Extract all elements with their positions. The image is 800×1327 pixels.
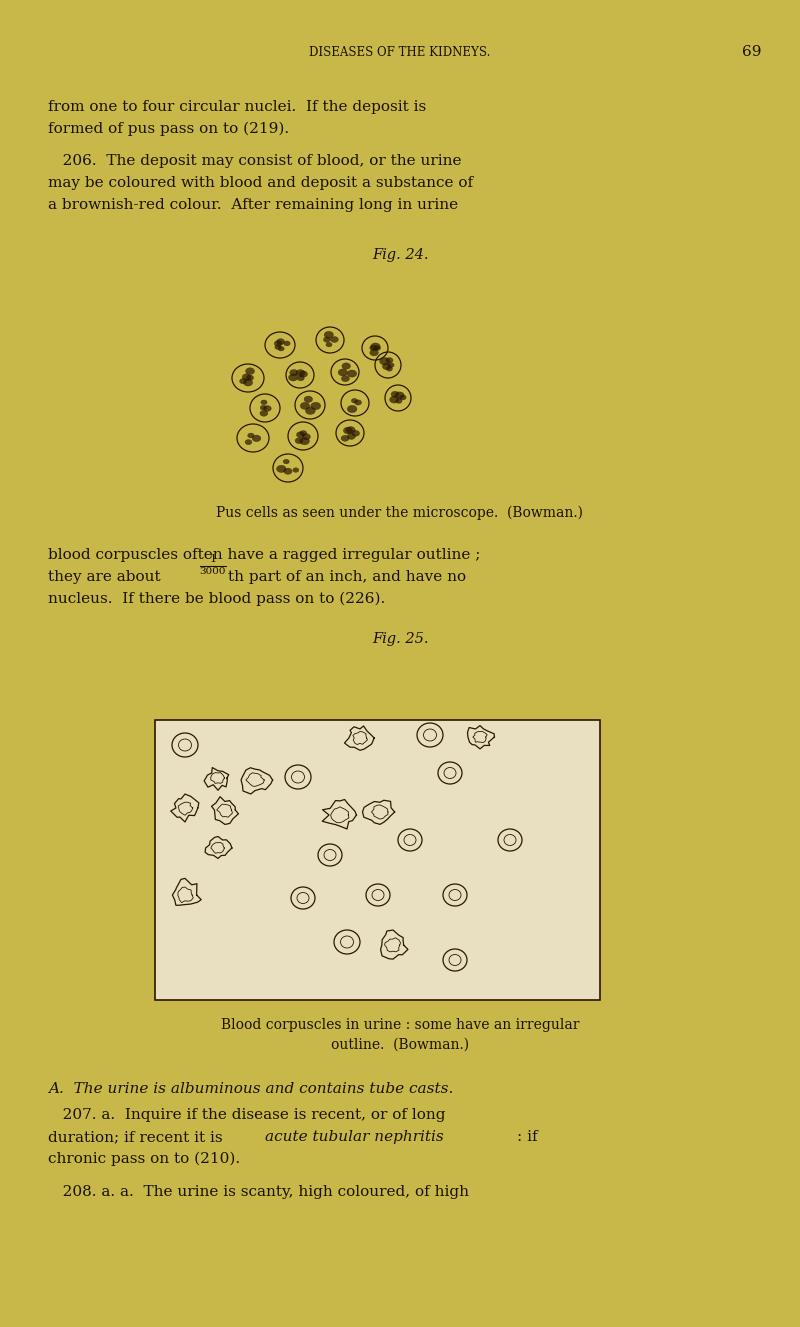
Ellipse shape xyxy=(243,380,253,386)
Text: a brownish-red colour.  After remaining long in urine: a brownish-red colour. After remaining l… xyxy=(48,198,458,212)
Ellipse shape xyxy=(300,430,306,435)
Ellipse shape xyxy=(296,370,305,377)
Text: 208. a. a.  The urine is scanty, high coloured, of high: 208. a. a. The urine is scanty, high col… xyxy=(48,1185,469,1200)
Ellipse shape xyxy=(330,337,338,342)
Ellipse shape xyxy=(338,369,347,376)
Ellipse shape xyxy=(246,368,254,374)
Ellipse shape xyxy=(240,378,246,384)
Ellipse shape xyxy=(342,376,350,382)
Text: 3000: 3000 xyxy=(200,567,226,576)
Ellipse shape xyxy=(390,397,399,403)
Ellipse shape xyxy=(248,433,254,438)
Text: A.  The urine is albuminous and contains tube casts.: A. The urine is albuminous and contains … xyxy=(48,1082,454,1096)
Ellipse shape xyxy=(297,431,305,438)
Text: nucleus.  If there be blood pass on to (226).: nucleus. If there be blood pass on to (2… xyxy=(48,592,386,606)
Ellipse shape xyxy=(352,430,359,437)
Ellipse shape xyxy=(310,402,321,410)
Ellipse shape xyxy=(324,332,334,338)
Text: th part of an inch, and have no: th part of an inch, and have no xyxy=(228,571,466,584)
Ellipse shape xyxy=(354,399,362,405)
Ellipse shape xyxy=(380,357,390,365)
Text: 206.  The deposit may consist of blood, or the urine: 206. The deposit may consist of blood, o… xyxy=(48,154,462,169)
Text: Fig. 24.: Fig. 24. xyxy=(372,248,428,261)
Text: from one to four circular nuclei.  If the deposit is: from one to four circular nuclei. If the… xyxy=(48,100,426,114)
Ellipse shape xyxy=(347,405,357,413)
Ellipse shape xyxy=(298,376,304,381)
Ellipse shape xyxy=(370,342,380,350)
Ellipse shape xyxy=(370,349,378,356)
Ellipse shape xyxy=(290,369,298,376)
Ellipse shape xyxy=(246,376,254,381)
Ellipse shape xyxy=(261,399,267,405)
Text: Fig. 25.: Fig. 25. xyxy=(372,632,428,646)
Ellipse shape xyxy=(278,346,284,352)
Text: Pus cells as seen under the microscope.  (Bowman.): Pus cells as seen under the microscope. … xyxy=(217,506,583,520)
Ellipse shape xyxy=(300,438,310,445)
Ellipse shape xyxy=(304,395,313,402)
Ellipse shape xyxy=(391,391,399,397)
Ellipse shape xyxy=(386,357,393,364)
Ellipse shape xyxy=(260,405,266,410)
Text: chronic pass on to (210).: chronic pass on to (210). xyxy=(48,1152,240,1166)
Text: may be coloured with blood and deposit a substance of: may be coloured with blood and deposit a… xyxy=(48,176,473,190)
Ellipse shape xyxy=(370,345,377,350)
Text: 207. a.  Inquire if the disease is recent, or of long: 207. a. Inquire if the disease is recent… xyxy=(48,1108,446,1123)
Ellipse shape xyxy=(293,468,299,472)
Ellipse shape xyxy=(283,459,290,464)
Ellipse shape xyxy=(306,407,315,414)
Ellipse shape xyxy=(295,438,303,443)
Ellipse shape xyxy=(263,406,271,411)
Text: DISEASES OF THE KIDNEYS.: DISEASES OF THE KIDNEYS. xyxy=(310,45,490,58)
Ellipse shape xyxy=(351,398,358,403)
Ellipse shape xyxy=(399,395,406,399)
Ellipse shape xyxy=(374,346,381,350)
Ellipse shape xyxy=(284,468,292,474)
Ellipse shape xyxy=(274,341,282,346)
Ellipse shape xyxy=(252,435,261,442)
Ellipse shape xyxy=(302,434,310,439)
Text: : if: : if xyxy=(517,1131,538,1144)
Ellipse shape xyxy=(275,345,282,349)
Text: they are about: they are about xyxy=(48,571,166,584)
Ellipse shape xyxy=(277,338,285,345)
Text: outline.  (Bowman.): outline. (Bowman.) xyxy=(331,1038,469,1052)
Ellipse shape xyxy=(347,370,357,377)
Ellipse shape xyxy=(342,362,350,369)
Ellipse shape xyxy=(260,410,268,417)
Ellipse shape xyxy=(347,434,355,439)
Ellipse shape xyxy=(277,466,286,472)
Text: 69: 69 xyxy=(742,45,762,58)
Ellipse shape xyxy=(299,372,307,377)
Ellipse shape xyxy=(386,366,393,372)
Ellipse shape xyxy=(396,398,402,403)
Ellipse shape xyxy=(346,426,355,434)
Text: Blood corpuscles in urine : some have an irregular: Blood corpuscles in urine : some have an… xyxy=(221,1018,579,1032)
Text: duration; if recent it is: duration; if recent it is xyxy=(48,1131,227,1144)
Bar xyxy=(155,721,600,1001)
Ellipse shape xyxy=(326,342,332,346)
Text: 1: 1 xyxy=(210,553,217,564)
Text: blood corpuscles often have a ragged irregular outline ;: blood corpuscles often have a ragged irr… xyxy=(48,548,480,563)
Ellipse shape xyxy=(395,391,404,398)
Ellipse shape xyxy=(245,439,252,445)
Ellipse shape xyxy=(323,337,330,342)
Ellipse shape xyxy=(341,435,349,442)
Ellipse shape xyxy=(242,374,251,381)
Ellipse shape xyxy=(388,362,394,368)
Text: formed of pus pass on to (219).: formed of pus pass on to (219). xyxy=(48,122,289,137)
Text: acute tubular nephritis: acute tubular nephritis xyxy=(265,1131,444,1144)
Ellipse shape xyxy=(343,427,353,434)
Ellipse shape xyxy=(289,374,298,381)
Ellipse shape xyxy=(382,364,391,370)
Ellipse shape xyxy=(300,402,310,409)
Ellipse shape xyxy=(284,341,290,346)
